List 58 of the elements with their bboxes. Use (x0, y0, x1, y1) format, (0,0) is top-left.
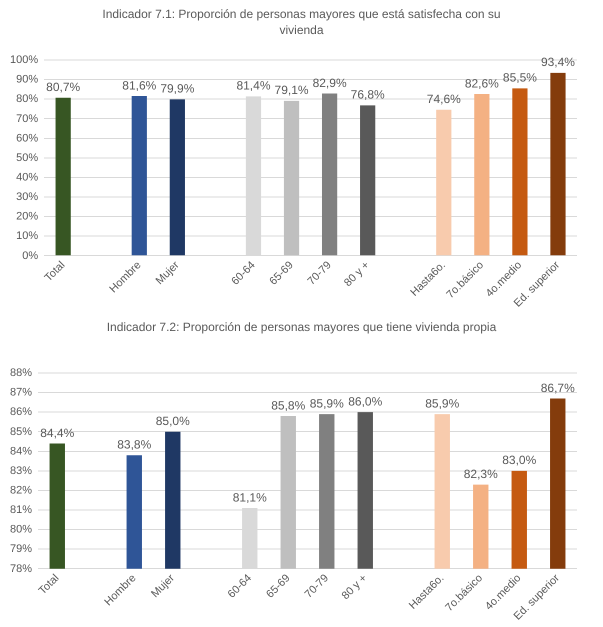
y-tick-label: 88% (10, 367, 32, 380)
y-tick-label: 78% (10, 562, 32, 575)
data-label: 82,3% (464, 466, 498, 481)
y-tick-label: 81% (10, 504, 32, 516)
data-label: 76,8% (350, 88, 385, 102)
bar (436, 110, 452, 256)
data-label: 79,1% (274, 83, 309, 98)
data-label: 93,4% (540, 55, 576, 70)
data-label: 85,9% (425, 396, 460, 410)
data-label: 74,6% (426, 92, 462, 106)
data-label: 79,9% (160, 82, 195, 96)
data-label: 82,6% (464, 76, 500, 90)
y-tick-label: 80% (16, 93, 38, 106)
data-label: 81,6% (122, 78, 157, 92)
bar (512, 88, 528, 256)
x-tick-label: 80 y + (342, 259, 372, 290)
bar (360, 105, 376, 256)
y-tick-label: 40% (16, 171, 38, 184)
y-tick-label: 80% (10, 524, 32, 536)
bar (132, 96, 147, 256)
data-label: 86,7% (540, 380, 576, 395)
data-label: 86,0% (348, 394, 383, 408)
data-label: 81,1% (232, 490, 268, 504)
bar (284, 100, 300, 256)
y-tick-label: 90% (16, 74, 38, 86)
y-tick-label: 70% (16, 112, 38, 125)
data-label: 84,4% (40, 426, 75, 440)
chart-title: Indicador 7.2: Proporción de personas mayores que tiene vivienda propia (106, 319, 498, 336)
data-label: 81,4% (236, 78, 271, 93)
y-tick-label: 87% (10, 386, 32, 399)
data-label: 85,8% (271, 398, 306, 412)
data-label: 85,5% (502, 70, 538, 85)
bar (56, 98, 71, 256)
y-tick-label: 10% (16, 230, 38, 242)
x-tick-label: 80 y + (340, 572, 370, 602)
data-label: 85,9% (310, 396, 344, 410)
y-tick-label: 86% (10, 406, 32, 418)
y-tick-label: 84% (10, 445, 32, 458)
y-tick-label: 30% (16, 191, 38, 204)
data-label: 85,0% (156, 414, 190, 428)
y-tick-label: 50% (16, 152, 38, 164)
y-tick-label: 20% (16, 210, 38, 223)
bar (550, 72, 566, 256)
y-tick-label: 60% (16, 132, 38, 144)
bar (322, 93, 338, 256)
bar (170, 99, 185, 256)
y-tick-label: 79% (10, 543, 32, 556)
data-label: 82,9% (312, 76, 347, 90)
y-tick-label: 85% (10, 426, 32, 438)
y-tick-label: 82% (10, 484, 32, 496)
data-label: 80,7% (46, 80, 81, 94)
data-label: 83,0% (502, 453, 537, 468)
y-tick-label: 100% (10, 54, 38, 66)
y-tick-label: 0% (22, 250, 38, 262)
chart-title: Indicador 7.1: Proporción de personas mayores que está satisfecha con su vivienda (101, 6, 502, 39)
y-tick-label: 83% (10, 464, 32, 477)
data-label: 83,8% (117, 438, 152, 452)
bar (474, 94, 490, 256)
